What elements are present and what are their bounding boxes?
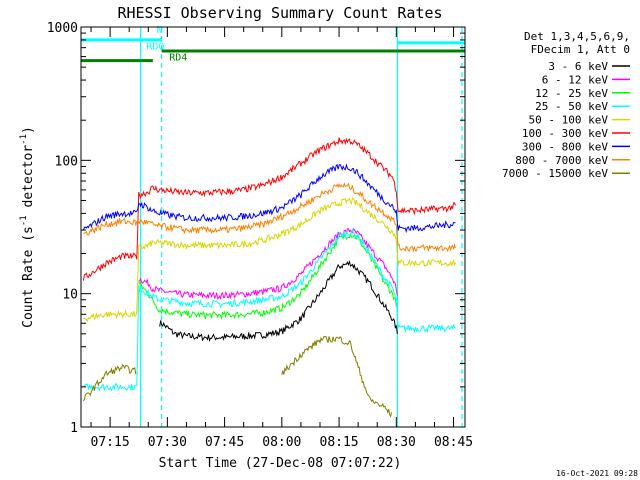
y-tick-label: 1	[70, 421, 78, 436]
plot-frame	[80, 26, 466, 428]
legend-header: Det 1,3,4,5,6,9,	[524, 30, 630, 43]
series-line-4	[83, 197, 456, 323]
x-axis: 07:15 07:30 07:45 08:00 08:15 08:30 08:45	[90, 27, 473, 450]
series-line-0	[159, 259, 398, 343]
legend-label: 100 - 300 keV	[522, 127, 608, 140]
legend-label: 25 - 50 keV	[535, 100, 608, 113]
series-line-8	[83, 335, 392, 419]
series-line-2	[138, 232, 398, 321]
x-tick-label: 08:15	[320, 435, 359, 450]
series-line-6	[82, 163, 456, 234]
x-tick-label: 07:30	[148, 435, 187, 450]
y-axis-label-sup: -1	[19, 134, 29, 145]
x-tick-label: 08:00	[262, 435, 301, 450]
x-tick-label: 08:30	[377, 435, 416, 450]
series-line-5	[82, 137, 456, 281]
series-line-7	[83, 182, 456, 253]
annotation-label-1: RD0	[146, 41, 164, 52]
y-tick-label: 100	[55, 154, 78, 169]
y-axis-label-sup: -1	[19, 215, 29, 226]
x-tick-label: 07:15	[91, 435, 130, 450]
y-axis-label: Count Rate (s-1 detector-1)	[19, 126, 36, 328]
legend-label: 3 - 6 keV	[548, 60, 608, 73]
legend-label: 50 - 100 keV	[529, 114, 609, 127]
x-axis-label: Start Time (27-Dec-08 07:07:22)	[159, 456, 402, 471]
annotation-label-0: N	[157, 25, 163, 36]
series-line-3	[83, 228, 456, 392]
annotation-label-2: RD4	[169, 53, 187, 64]
chart-title: RHESSI Observing Summary Count Rates	[117, 4, 442, 22]
legend-label: 6 - 12 keV	[542, 73, 609, 86]
y-axis: 1 10 100 1000	[47, 21, 465, 436]
y-tick-label: 10	[62, 288, 78, 303]
legend-label: 800 - 7000 keV	[515, 154, 608, 167]
timestamp: 16-Oct-2021 09:28	[556, 469, 638, 478]
legend-label: 300 - 800 keV	[522, 140, 608, 153]
plot-area: N RD0 RD4	[81, 25, 465, 427]
x-tick-label: 07:45	[205, 435, 244, 450]
legend-header: FDecim 1, Att 0	[531, 43, 630, 56]
x-tick-label: 08:45	[434, 435, 473, 450]
legend-label: 7000 - 15000 keV	[502, 167, 608, 180]
y-tick-label: 1000	[47, 21, 78, 36]
series-line-1	[138, 228, 398, 301]
legend-label: 12 - 25 keV	[535, 87, 608, 100]
legend: Det 1,3,4,5,6,9,FDecim 1, Att 0 3 - 6 keV…	[502, 30, 630, 180]
